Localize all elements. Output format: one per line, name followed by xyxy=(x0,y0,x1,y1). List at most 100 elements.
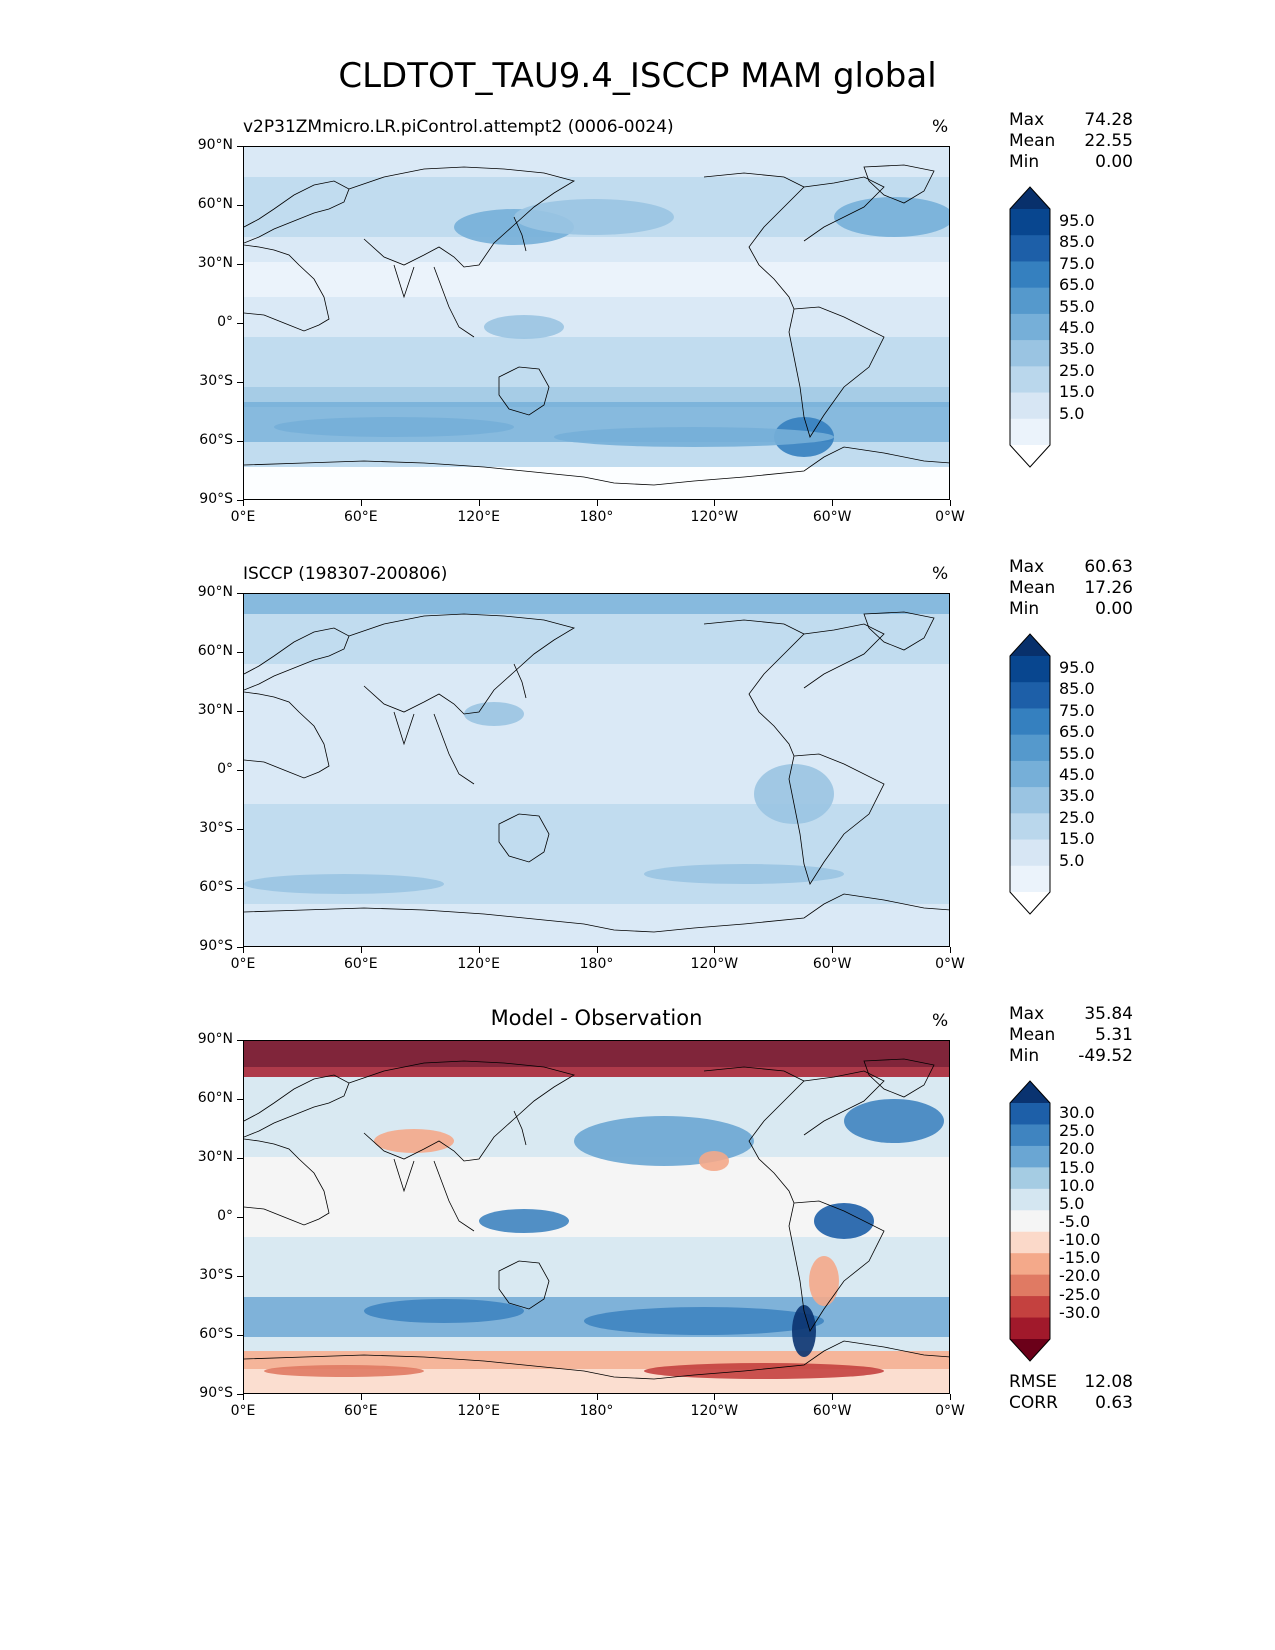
lon-tick-label: 0°W xyxy=(935,1403,965,1419)
lon-tick-label: 60°W xyxy=(812,956,852,972)
lat-tick-mark xyxy=(237,1158,243,1159)
lon-tick-mark xyxy=(596,500,598,506)
colorbar-tick-label: 25.0 xyxy=(1059,1121,1095,1141)
lon-tick-mark xyxy=(478,947,480,953)
stat-min: Min 0.00 xyxy=(1009,152,1133,173)
lat-tick-mark xyxy=(237,770,243,771)
coastline xyxy=(244,627,350,691)
stat-max: Max 60.63 xyxy=(1009,557,1133,578)
stat-value: 35.84 xyxy=(1084,1004,1133,1024)
lat-tick-label: 60°S xyxy=(199,879,233,895)
lon-tick-label: 60°W xyxy=(812,1403,852,1419)
lon-tick-label: 120°W xyxy=(690,509,739,525)
coastline xyxy=(244,691,330,779)
lon-tick-mark xyxy=(596,1394,598,1400)
panel-title: ISCCP (198307-200806) xyxy=(243,564,448,584)
colorbar-tick-label: -20.0 xyxy=(1059,1266,1101,1286)
lon-tick-label: 60°W xyxy=(812,509,852,525)
stat-value: 60.63 xyxy=(1084,557,1133,577)
lat-tick-mark xyxy=(237,947,243,948)
colorbar-extend-top xyxy=(1010,634,1050,656)
lat-tick-mark xyxy=(237,829,243,830)
lat-tick-mark xyxy=(237,323,243,324)
field-feature xyxy=(834,197,949,237)
colorbar-segment xyxy=(1010,734,1050,762)
coastline xyxy=(244,180,350,244)
lat-tick-label: 0° xyxy=(217,314,233,330)
lon-tick-mark xyxy=(950,1394,951,1400)
colorbar-tick-label: 55.0 xyxy=(1059,296,1095,316)
lon-tick-label: 60°E xyxy=(343,509,378,525)
coastline xyxy=(244,893,949,933)
lon-tick-mark xyxy=(360,500,362,506)
stat-label: Min xyxy=(1009,152,1040,172)
lon-tick-mark xyxy=(714,947,716,953)
stats-block: Max 60.63 Mean 17.26 Min 0.00 xyxy=(1009,557,1133,620)
stat-label: Mean xyxy=(1009,131,1056,151)
lon-tick-mark xyxy=(832,947,834,953)
lon-tick-label: 60°E xyxy=(343,1403,378,1419)
lat-tick-mark xyxy=(237,146,243,147)
colorbar-segment xyxy=(1010,313,1050,341)
stats-bottom-block: RMSE 12.08 CORR 0.63 xyxy=(1009,1372,1133,1414)
field-band xyxy=(244,804,949,844)
colorbar-segment xyxy=(1010,708,1050,736)
colorbar-segment xyxy=(1010,418,1050,446)
lon-tick-label: 120°E xyxy=(457,1403,500,1419)
colorbar-segment xyxy=(1010,261,1050,289)
coastline xyxy=(703,1066,805,1204)
field-band xyxy=(244,1067,949,1077)
lat-tick-label: 90°N xyxy=(197,137,233,153)
coastline xyxy=(788,1200,885,1332)
colorbar-tick-label: 85.0 xyxy=(1059,679,1095,699)
lat-tick-label: 90°N xyxy=(197,584,233,600)
field-band xyxy=(244,704,949,804)
lon-tick-mark xyxy=(832,500,834,506)
lon-tick-mark xyxy=(360,1394,362,1400)
coastline xyxy=(244,1138,330,1226)
colorbar-tick-label: -5.0 xyxy=(1059,1212,1091,1231)
lat-tick-label: 60°S xyxy=(199,1326,233,1342)
field-band xyxy=(244,904,949,946)
stat-value: 74.28 xyxy=(1084,110,1133,130)
colorbar-tick-label: 5.0 xyxy=(1059,1193,1085,1213)
colorbar-tick-label: 45.0 xyxy=(1059,765,1095,784)
colorbar-container xyxy=(1009,186,1051,472)
stat-value: 17.26 xyxy=(1084,578,1133,598)
coastline xyxy=(348,1060,576,1162)
field-feature xyxy=(584,1307,824,1335)
lat-tick-mark xyxy=(237,205,243,206)
panel-title: Model - Observation xyxy=(490,1006,703,1030)
field-feature xyxy=(699,1151,729,1171)
colorbar-segment xyxy=(1010,813,1050,841)
colorbar-tick-label: 20.0 xyxy=(1059,1139,1095,1159)
coastline xyxy=(863,1058,935,1098)
coastline xyxy=(788,306,885,438)
field-band xyxy=(244,1237,949,1297)
colorbar-outline xyxy=(1009,1080,1051,1362)
stat-label: Min xyxy=(1009,1046,1040,1066)
lon-tick-label: 180° xyxy=(579,956,614,972)
coastline xyxy=(803,623,885,689)
coastline xyxy=(498,1260,550,1310)
colorbar-segment xyxy=(1010,839,1050,867)
lat-tick-label: 30°S xyxy=(199,373,233,389)
lon-tick-mark xyxy=(360,947,362,953)
coastline xyxy=(803,1070,885,1136)
stat-label: CORR xyxy=(1009,1393,1058,1413)
lat-tick-mark xyxy=(237,1276,243,1277)
coastline xyxy=(498,366,550,416)
field-feature xyxy=(644,1363,884,1379)
stat-mean: Mean 5.31 xyxy=(1009,1025,1133,1046)
lat-tick-mark xyxy=(237,1217,243,1218)
colorbar xyxy=(1009,1080,1051,1362)
colorbar-tick-label: 5.0 xyxy=(1059,850,1085,870)
colorbar-tick-label: 30.0 xyxy=(1059,1103,1095,1123)
coastline xyxy=(244,1340,949,1380)
colorbar-segment xyxy=(1010,1167,1050,1190)
colorbar-segment xyxy=(1010,760,1050,788)
colorbar-tick-label: 25.0 xyxy=(1059,360,1095,380)
lon-tick-label: 120°W xyxy=(690,1403,739,1419)
colorbar xyxy=(1009,186,1051,468)
stat-label: Min xyxy=(1009,599,1040,619)
